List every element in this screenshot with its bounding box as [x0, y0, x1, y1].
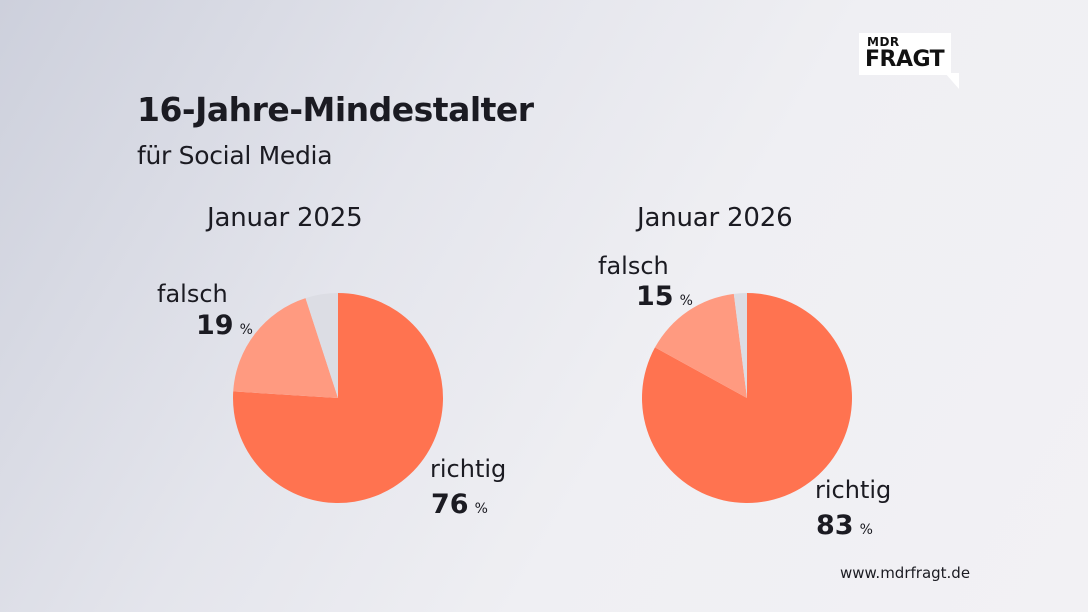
value-richtig-2026-number: 83 — [816, 510, 854, 541]
value-falsch-2025: 19% — [196, 310, 253, 341]
value-richtig-2025-number: 76 — [431, 489, 469, 520]
pie-slice-falsch — [654, 293, 747, 398]
pie-title-2026: Januar 2026 — [637, 203, 793, 233]
pie-chart-2026 — [642, 293, 852, 503]
pie-slice-other — [733, 293, 747, 398]
label-richtig-2025: richtig — [430, 455, 507, 483]
value-falsch-2026-number: 15 — [636, 281, 674, 312]
logo-fragt-text: FRAGT — [865, 47, 945, 72]
value-richtig-2025-unit: % — [474, 501, 488, 517]
pie-slice-falsch — [233, 298, 338, 398]
speech-bubble-tail — [945, 73, 959, 89]
source-url: www.mdrfragt.de — [840, 564, 971, 582]
mdr-fragt-logo: MDR FRAGT — [859, 33, 959, 89]
pie-slice-other — [305, 293, 338, 398]
value-falsch-2026: 15% — [636, 281, 693, 312]
chart-subtitle: für Social Media — [137, 141, 333, 170]
logo-mdr-text: MDR — [867, 35, 900, 49]
value-richtig-2026: 83% — [816, 510, 873, 541]
value-richtig-2026-unit: % — [859, 522, 873, 538]
pie-chart-2025 — [233, 293, 443, 503]
label-richtig-2026: richtig — [815, 476, 892, 504]
pie-slice-richtig — [233, 293, 443, 503]
pie-title-2025: Januar 2025 — [207, 203, 363, 233]
value-falsch-2025-number: 19 — [196, 310, 234, 341]
value-richtig-2025: 76% — [431, 489, 488, 520]
label-falsch-2025: falsch — [157, 280, 228, 308]
label-falsch-2026: falsch — [598, 252, 669, 280]
chart-title: 16-Jahre-Mindestalter — [137, 90, 534, 129]
value-falsch-2025-unit: % — [239, 322, 253, 338]
value-falsch-2026-unit: % — [679, 293, 693, 309]
